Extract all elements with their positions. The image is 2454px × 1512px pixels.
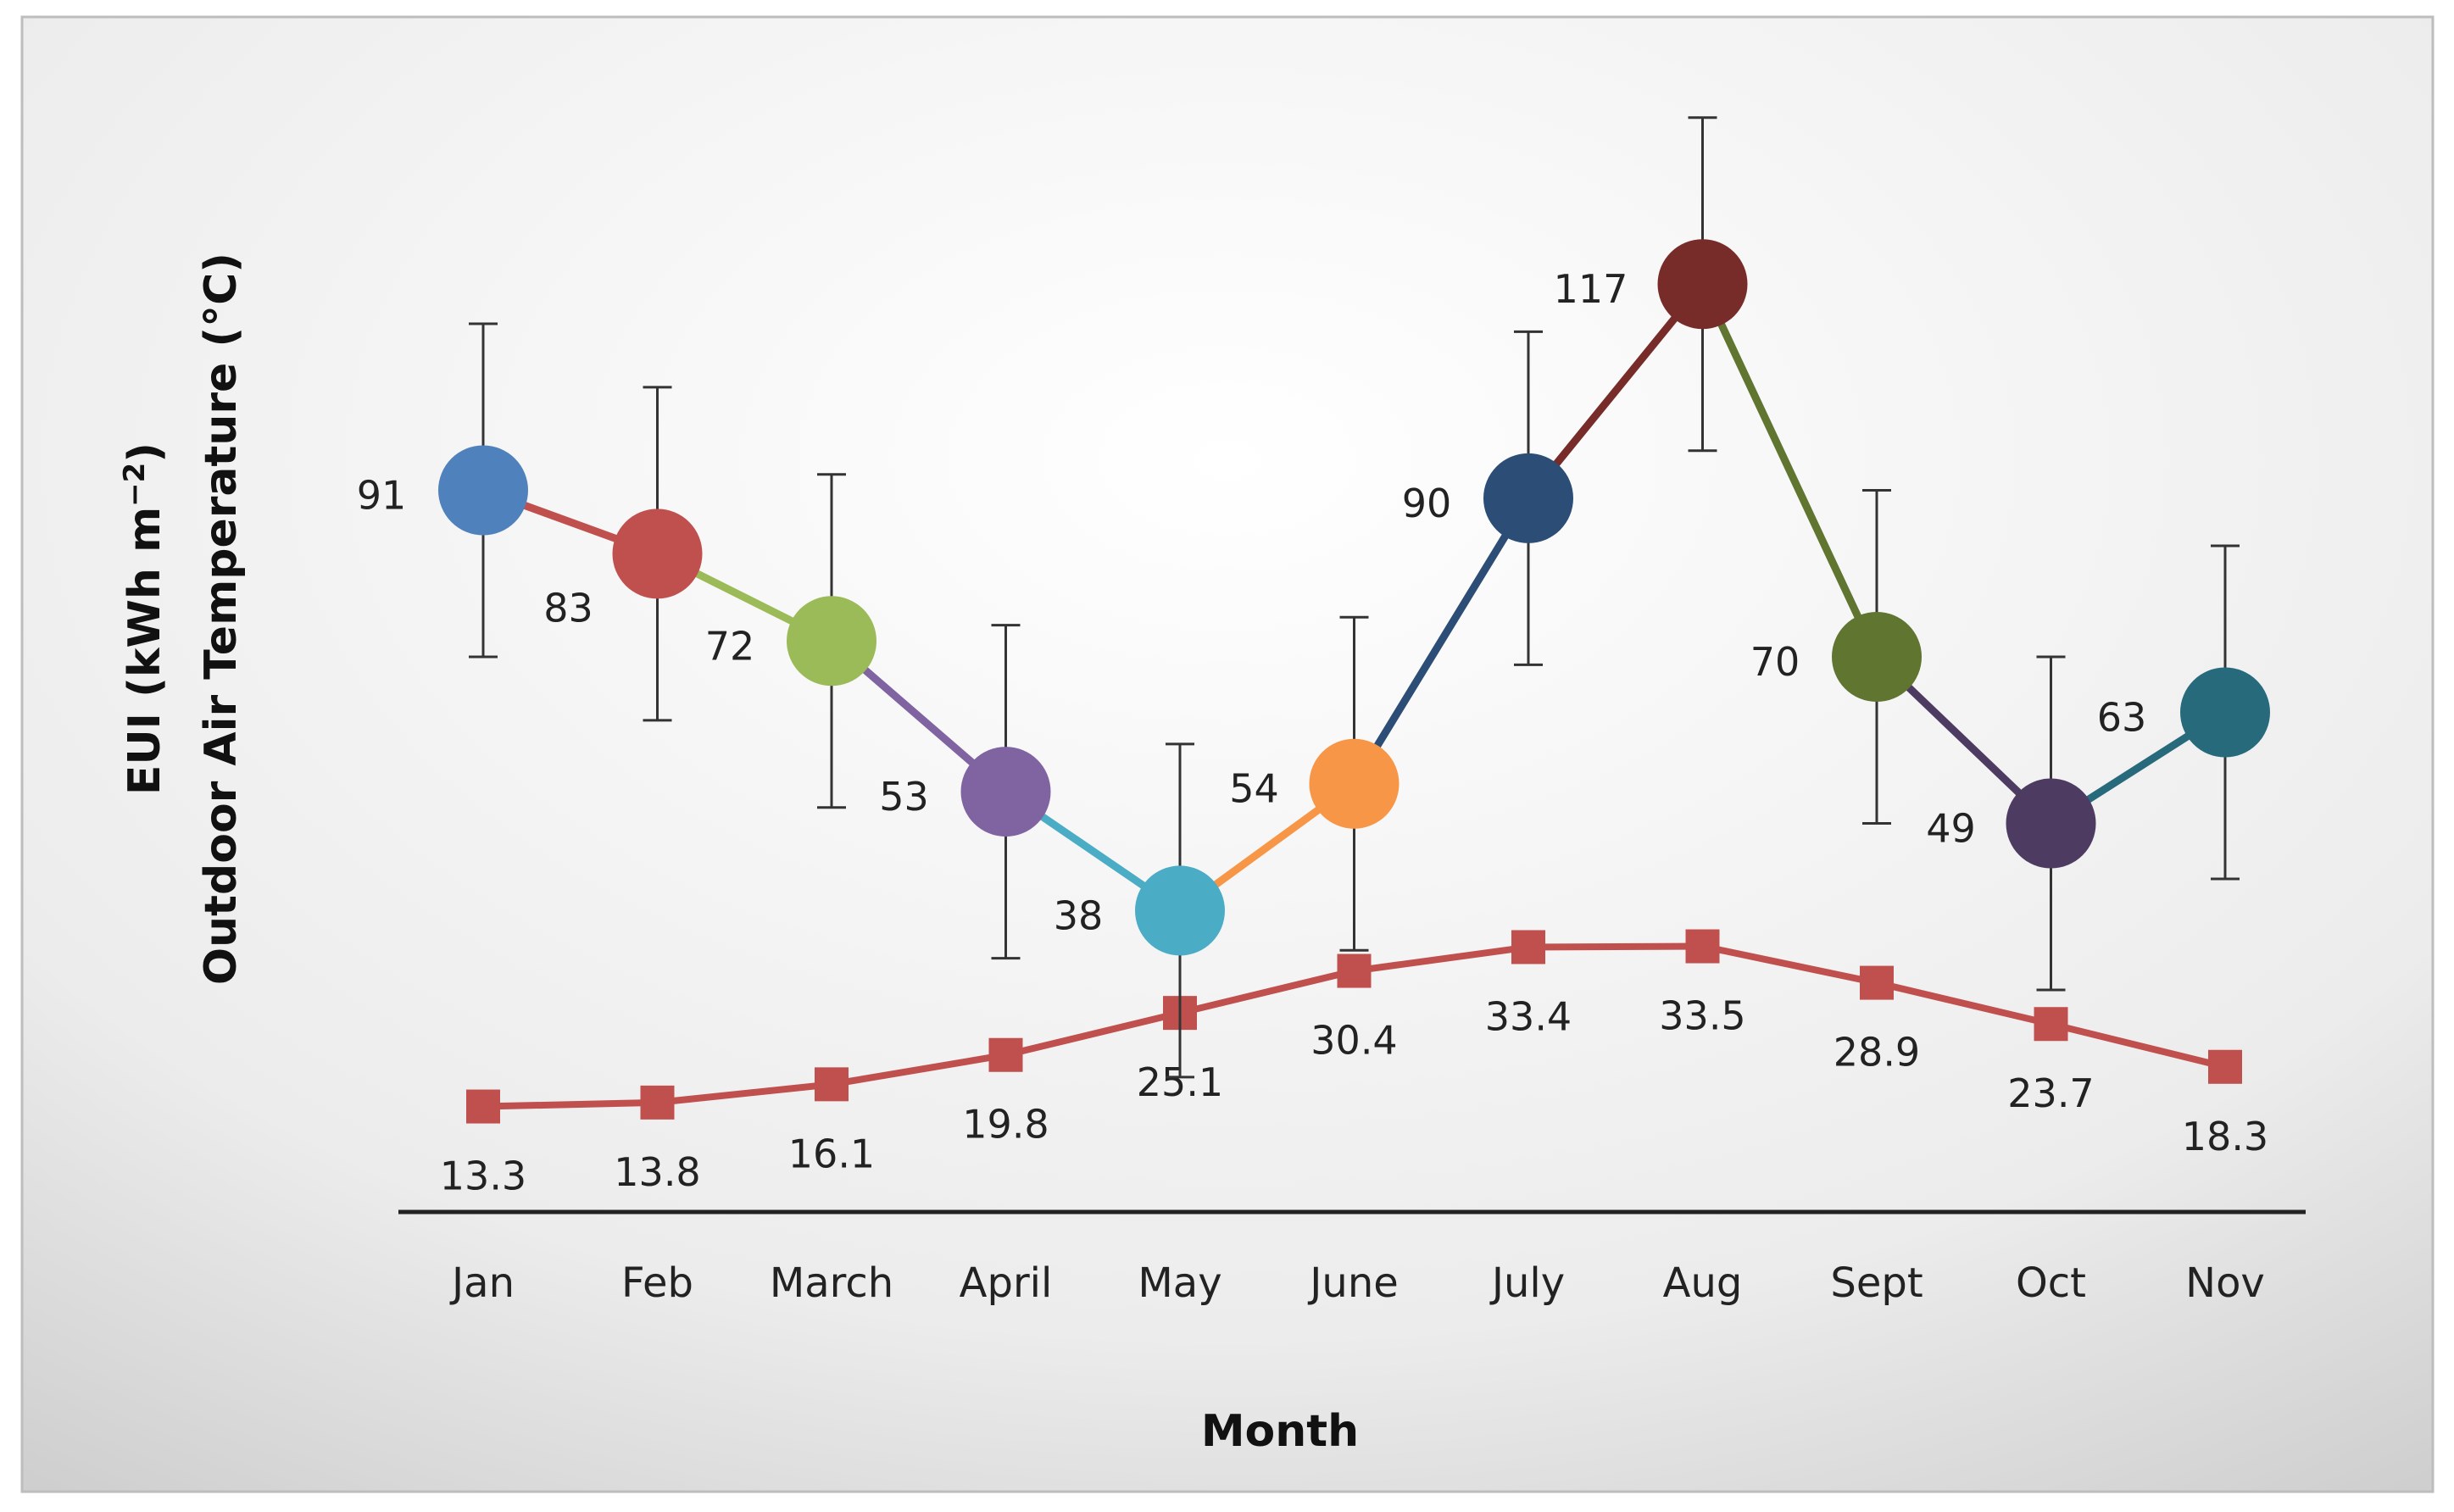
x-axis-title: Month [1201, 1406, 1359, 1457]
temperature-label: 30.4 [1310, 1018, 1397, 1064]
eui-marker [1309, 738, 1400, 829]
eui-line-segment [1699, 280, 1881, 661]
y-axis-title-close: ) [120, 442, 170, 463]
y-axis-title: EUI (kWh m−2) Outdoor Air Temperature (°… [118, 253, 247, 985]
x-tick-label: Nov [2185, 1259, 2265, 1307]
eui-marker [2180, 667, 2270, 758]
x-tick-label: June [1307, 1259, 1399, 1307]
temperature-marker [2034, 1007, 2068, 1042]
eui-line-segment [1524, 280, 1706, 503]
temperature-marker [2208, 1049, 2242, 1084]
eui-marker [1483, 453, 1573, 543]
y-axis-title-line2: Outdoor Air Temperature (°C) [196, 253, 247, 985]
eui-label: 53 [879, 774, 929, 820]
temperature-label: 33.4 [1485, 993, 1572, 1039]
eui-label: 90 [1402, 481, 1452, 526]
eui-line-segment [1350, 494, 1533, 788]
temperature-label: 28.9 [1834, 1030, 1920, 1076]
x-tick-label: Jan [449, 1259, 515, 1307]
temperature-marker [988, 1037, 1023, 1072]
temperature-marker [1511, 930, 1545, 964]
x-tick-label: March [770, 1259, 893, 1307]
eui-marker [1832, 612, 1922, 702]
eui-label: 38 [1054, 892, 1104, 938]
x-tick-label: May [1138, 1259, 1221, 1307]
temperature-marker [466, 1089, 500, 1124]
temperature-marker [1337, 953, 1372, 988]
temperature-label: 33.5 [1659, 993, 1745, 1039]
temperature-series: 13.3 13.8 16.119.825.130.433.4 33.528.923.7… [440, 929, 2268, 1199]
x-tick-label: Feb [621, 1259, 693, 1307]
temperature-label: 19.8 [962, 1102, 1049, 1148]
eui-label: 54 [1229, 766, 1279, 812]
y-axis-title-main: EUI (kWh m [120, 507, 170, 795]
eui-label: 91 [357, 473, 407, 519]
temperature-marker [1685, 929, 1720, 964]
temperature-label: 13.3 [440, 1153, 526, 1199]
eui-marker [2006, 778, 2096, 869]
x-tick-label: Sept [1830, 1259, 1923, 1307]
temperature-marker [640, 1085, 675, 1120]
eui-label: 72 [705, 623, 755, 669]
svg-text:EUI (kWh m−2): EUI (kWh m−2) [118, 442, 170, 795]
eui-marker [787, 596, 876, 687]
eui-marker [438, 445, 528, 536]
eui-label: 70 [1750, 639, 1800, 685]
eui-marker [1135, 865, 1225, 956]
y-axis-title-sup: −2 [118, 463, 152, 507]
x-axis-ticks: Jan Feb March April May June July Aug Sept Oct Nov [449, 1259, 2265, 1307]
temperature-label: 16.1 [788, 1131, 875, 1176]
temperature-label: 18.3 [2182, 1114, 2268, 1159]
eui-marker [612, 509, 703, 599]
x-tick-label: July [1489, 1259, 1565, 1307]
eui-marker [960, 747, 1051, 837]
eui-marker [1657, 239, 1748, 330]
chart-background [20, 15, 2435, 1493]
x-tick-label: Aug [1663, 1259, 1743, 1307]
eui-label: 117 [1554, 266, 1628, 312]
eui-series: 91 83 72 53 38 54 90 117 70 49 63 [357, 116, 2270, 1079]
eui-label: 63 [2097, 695, 2147, 741]
eui-label: 49 [1926, 806, 1976, 852]
x-tick-label: Oct [2016, 1259, 2086, 1307]
temperature-label: 13.8 [614, 1149, 700, 1195]
x-tick-label: April [960, 1259, 1053, 1307]
temperature-label: 23.7 [2007, 1070, 2094, 1116]
eui-label: 83 [543, 585, 593, 631]
temperature-marker [1860, 965, 1894, 1000]
temperature-marker [815, 1067, 849, 1102]
